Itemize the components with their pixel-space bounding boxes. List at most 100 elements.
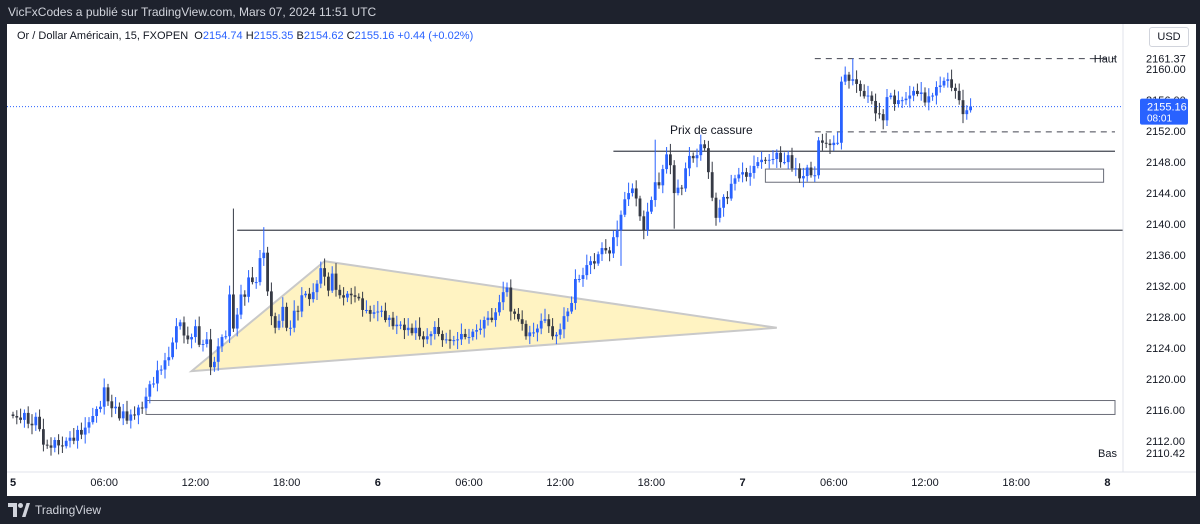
candle-body (615, 230, 619, 238)
candle-body (285, 306, 288, 328)
candle-body (494, 312, 497, 321)
y-tick-label: 2132.00 (1146, 281, 1186, 293)
candle-body (125, 411, 129, 421)
candle-body (843, 74, 847, 82)
price-chart[interactable]: Prix de cassure 2112.00 2116.00 2120.00 212… (7, 24, 1196, 496)
candle-body (672, 165, 676, 194)
candle-body (627, 193, 630, 200)
candle-body (646, 211, 649, 231)
candle-body (600, 248, 604, 255)
candle-body (368, 309, 372, 314)
price-axis[interactable]: 2112.00 2116.00 2120.00 2124.00 2128.00 2132.… (1094, 54, 1188, 460)
candle-body (881, 114, 885, 121)
currency-button[interactable]: USD (1149, 27, 1189, 47)
candle-body (194, 326, 197, 338)
time-axis[interactable]: 5 06:00 12:00 18:00 6 06:00 12:00 18:00 7 06:00 12… (10, 477, 1111, 489)
candle-body (68, 437, 72, 441)
candle-body (878, 113, 881, 115)
last-price-value: 2155.16 (1147, 102, 1187, 114)
candle-body (346, 293, 349, 298)
candle-body (467, 337, 471, 339)
candle-body (938, 85, 942, 88)
candle-body (228, 294, 231, 337)
candle-body (562, 316, 566, 330)
candle-body (376, 311, 380, 313)
candle-body (270, 291, 273, 317)
candle-body (665, 154, 668, 170)
candle-body (790, 155, 794, 169)
candle-body (585, 265, 589, 276)
candle-body (220, 337, 224, 347)
candle-body (684, 168, 687, 189)
candle-body (950, 79, 953, 88)
candle-body (42, 429, 45, 445)
candle-body (239, 294, 243, 315)
candle-body (34, 416, 38, 426)
high-value: 2161.37 (1146, 54, 1186, 66)
candle-body (137, 407, 140, 416)
candle-body (653, 182, 657, 201)
candle-body (760, 159, 763, 163)
candle-body (102, 387, 106, 407)
candle-body (581, 275, 585, 279)
candle-body (775, 152, 779, 160)
candle-body (140, 407, 144, 409)
candle-body (555, 334, 558, 337)
last-price-badge (1140, 98, 1188, 125)
candle-body (95, 409, 98, 417)
candle-body (703, 144, 706, 149)
candle-body (893, 95, 896, 105)
x-tick-label: 06:00 (90, 477, 118, 489)
breakout-annotation: Prix de cassure (670, 123, 753, 137)
candle-body (110, 401, 114, 409)
x-tick-label: 5 (10, 477, 16, 489)
candle-body (957, 90, 961, 101)
candle-body (463, 333, 467, 338)
candle-body (429, 333, 433, 337)
candle-body (456, 339, 459, 341)
chart-panel[interactable]: Prix de cassure 2112.00 2116.00 2120.00 212… (7, 24, 1196, 496)
candle-body (638, 198, 642, 217)
candle-body (30, 423, 34, 426)
candle-body (851, 79, 855, 81)
candle-body (482, 320, 486, 329)
publish-bar: VicFxCodes a publié sur TradingView.com,… (0, 0, 1200, 24)
candle-body (748, 172, 752, 177)
x-tick-label: 12:00 (546, 477, 574, 489)
candle-body (927, 96, 931, 103)
y-tick-label: 2124.00 (1146, 343, 1186, 355)
candle-body (547, 319, 551, 327)
low-label: Bas (1098, 448, 1117, 460)
symbol-legend: Or / Dollar Américain, 15, FXOPEN O2154.… (17, 30, 473, 42)
candle-body (251, 277, 254, 283)
candle-body (817, 140, 820, 176)
low-value: 2154.62 (303, 30, 344, 42)
candle-body (501, 292, 505, 303)
candle-body (327, 276, 330, 291)
candle-body (353, 295, 357, 297)
candle-body (946, 79, 950, 81)
candle-body (805, 167, 809, 177)
candle-body (171, 342, 174, 358)
candle-body (900, 100, 904, 102)
candle-body (874, 100, 877, 114)
candle-body (38, 416, 41, 430)
candle-body (916, 90, 919, 94)
candle-body (15, 416, 19, 418)
candle-body (737, 174, 741, 179)
drawings: Prix de cassure (145, 58, 1123, 415)
candle-body (167, 357, 171, 361)
candle-body (372, 312, 376, 314)
candle-body (323, 268, 326, 277)
candle-body (619, 214, 623, 231)
candle-body (847, 74, 851, 81)
candle-body (72, 437, 76, 441)
candle-body (216, 346, 220, 362)
tradingview-logo[interactable]: TradingView (8, 503, 101, 517)
candle-body (156, 370, 159, 384)
candle-body (422, 336, 425, 340)
candle-body (296, 310, 300, 312)
change-value: +0.44 (+0.02%) (397, 30, 474, 42)
candle-body (197, 326, 201, 345)
candle-body (813, 175, 817, 177)
